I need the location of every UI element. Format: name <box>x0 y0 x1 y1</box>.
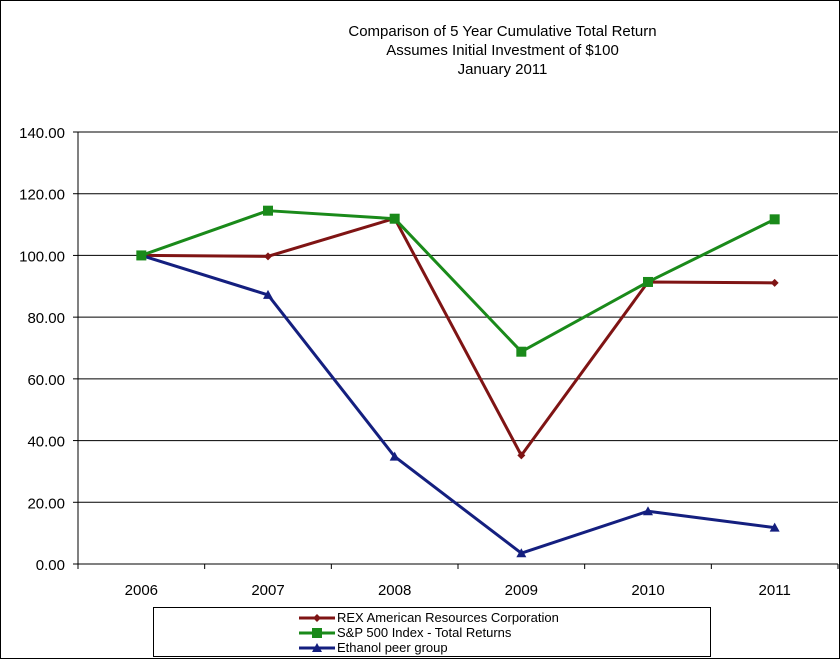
legend-marker <box>312 628 322 638</box>
legend-item-ethanol: Ethanol peer group <box>154 640 710 655</box>
y-tick-label-6: 120.00 <box>19 187 65 204</box>
series-0-point-2009 <box>517 451 526 460</box>
legend-label-sp500: S&P 500 Index - Total Returns <box>337 625 512 640</box>
y-tick-label-4: 80.00 <box>27 310 65 327</box>
title-line-2: Assumes Initial Investment of $100 <box>386 42 619 59</box>
legend-swatch-rex <box>299 614 335 622</box>
legend-marker <box>313 614 321 622</box>
title-line-1: Comparison of 5 Year Cumulative Total Re… <box>348 23 657 40</box>
series-1-point-2007 <box>263 205 273 216</box>
legend-swatch-ethanol <box>299 643 335 652</box>
legend-label-rex: REX American Resources Corporation <box>337 610 559 625</box>
title-line-3: January 2011 <box>457 61 548 78</box>
y-tick-label-2: 40.00 <box>27 434 65 451</box>
x-tick-label-2006: 2006 <box>125 582 158 599</box>
series-0-point-2007 <box>264 252 272 261</box>
legend-label-ethanol: Ethanol peer group <box>337 640 448 655</box>
series-1-point-2010 <box>643 276 653 287</box>
series-0-point-2011 <box>770 278 779 287</box>
series-2-point-2010 <box>643 506 653 516</box>
series-1-point-2009 <box>516 346 527 357</box>
x-tick-label-2008: 2008 <box>378 582 411 599</box>
chart-title: Comparison of 5 Year Cumulative Total Re… <box>230 22 775 79</box>
x-tick-label-2010: 2010 <box>631 582 664 599</box>
x-tick-label-2009: 2009 <box>505 582 538 599</box>
y-tick-label-1: 20.00 <box>27 495 65 512</box>
line-chart: 0.00 20.00 40.00 60.00 80.00 100.00 120.00 140.… <box>19 125 839 599</box>
series-1-point-2011 <box>769 214 780 225</box>
series-1-point-2006 <box>136 250 147 261</box>
series-2-point-2007 <box>263 289 273 299</box>
legend-item-sp500: S&P 500 Index - Total Returns <box>154 625 710 640</box>
chart-legend: REX American Resources Corporation S&P 5… <box>153 607 711 657</box>
series-2-point-2011 <box>769 522 780 532</box>
x-tick-label-2007: 2007 <box>251 582 284 599</box>
series-1-point-2008 <box>389 213 400 224</box>
legend-item-rex: REX American Resources Corporation <box>154 610 710 625</box>
y-tick-label-0: 0.00 <box>36 557 65 574</box>
legend-swatch-sp500 <box>299 628 335 638</box>
series-line-0 <box>141 216 775 457</box>
series-line-2 <box>140 253 775 555</box>
y-tick-label-3: 60.00 <box>27 372 65 389</box>
y-tick-label-7: 140.00 <box>19 125 65 142</box>
series-2-point-2009 <box>516 548 527 558</box>
legend-marker <box>312 643 322 652</box>
series-line-1 <box>140 209 776 354</box>
x-tick-label-2011: 2011 <box>759 582 791 599</box>
series-2-point-2008 <box>389 451 400 461</box>
y-tick-label-5: 100.00 <box>19 248 65 265</box>
